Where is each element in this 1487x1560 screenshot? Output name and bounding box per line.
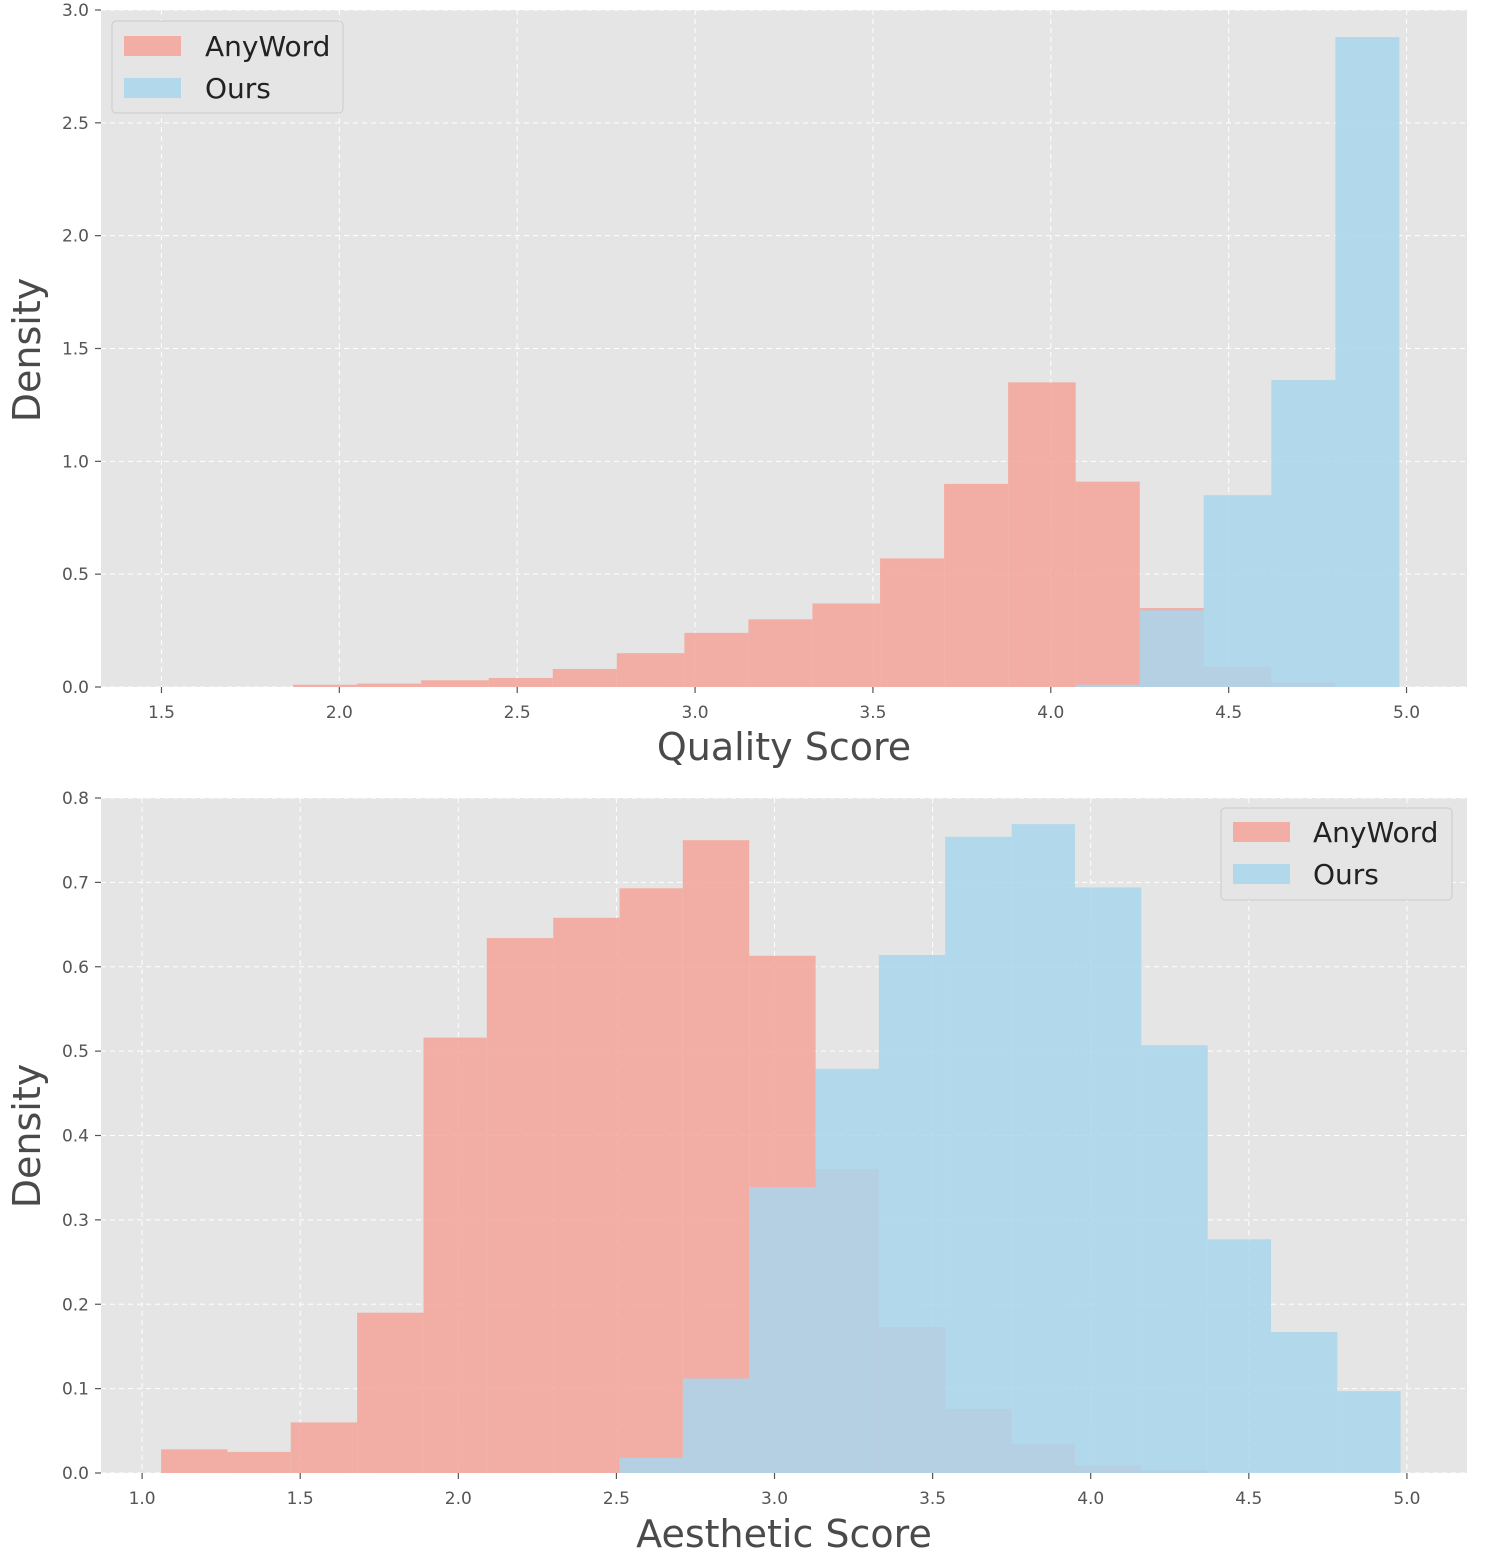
x-tick-label: 4.0 bbox=[1077, 1489, 1104, 1509]
aesthetic-score-chart: 1.0 1.5 2.0 2.5 3.0 3.5 4.0 4.5 5.0 0.0 0.1 0.2 0.3… bbox=[5, 789, 1467, 1556]
bars bbox=[293, 37, 1400, 687]
legend: AnyWord Ours bbox=[1220, 807, 1453, 901]
x-tick-label: 4.5 bbox=[1235, 1489, 1262, 1509]
y-tick-label: 0.6 bbox=[62, 958, 89, 978]
x-axis-label: Aesthetic Score bbox=[636, 1512, 932, 1556]
bar-ours bbox=[878, 954, 946, 1473]
bar-ours bbox=[1207, 1239, 1271, 1473]
x-tick-label: 5.0 bbox=[1393, 1489, 1420, 1509]
x-tick-label: 4.0 bbox=[1037, 703, 1064, 723]
bar-anyword bbox=[227, 1451, 291, 1473]
bar-anyword bbox=[553, 917, 620, 1473]
x-ticks: 1.5 2.0 2.5 3.0 3.5 4.0 4.5 5.0 bbox=[148, 687, 1420, 723]
legend-label-anyword: AnyWord bbox=[205, 30, 330, 63]
bar-anyword bbox=[1075, 481, 1140, 687]
bar-anyword bbox=[488, 677, 553, 687]
bar-anyword bbox=[880, 558, 945, 687]
bar-ours bbox=[619, 1457, 683, 1473]
bar-ours bbox=[1270, 1332, 1338, 1473]
bar-ours bbox=[1011, 824, 1075, 1473]
bar-anyword bbox=[423, 1037, 487, 1473]
legend: AnyWord Ours bbox=[111, 20, 344, 114]
bar-anyword bbox=[293, 684, 358, 687]
y-tick-label: 1.0 bbox=[62, 452, 89, 472]
x-tick-label: 1.5 bbox=[287, 1489, 314, 1509]
x-tick-label: 2.0 bbox=[326, 703, 353, 723]
y-tick-label: 0.5 bbox=[62, 565, 89, 585]
bar-ours bbox=[749, 1186, 816, 1473]
y-tick-label: 0.0 bbox=[62, 678, 89, 698]
x-tick-label: 2.5 bbox=[603, 1489, 630, 1509]
bar-anyword bbox=[944, 483, 1009, 687]
legend-swatch-ours bbox=[1233, 864, 1290, 884]
bar-anyword bbox=[684, 632, 749, 687]
bar-anyword bbox=[552, 668, 617, 687]
x-tick-label: 1.5 bbox=[148, 703, 175, 723]
bar-anyword bbox=[357, 1312, 424, 1473]
x-tick-label: 3.0 bbox=[682, 703, 709, 723]
x-tick-label: 4.5 bbox=[1215, 703, 1242, 723]
x-tick-label: 1.0 bbox=[129, 1489, 156, 1509]
x-tick-label: 3.0 bbox=[761, 1489, 788, 1509]
x-axis-label: Quality Score bbox=[657, 725, 911, 769]
y-tick-label: 3.0 bbox=[62, 1, 89, 21]
bar-anyword bbox=[357, 683, 422, 687]
bar-ours bbox=[1203, 495, 1272, 687]
bar-anyword bbox=[748, 619, 813, 687]
legend-label-ours: Ours bbox=[205, 72, 271, 105]
y-tick-label: 0.7 bbox=[62, 873, 89, 893]
x-tick-label: 2.5 bbox=[504, 703, 531, 723]
y-axis-label: Density bbox=[5, 278, 49, 422]
bar-anyword bbox=[1008, 382, 1076, 687]
y-ticks: 0.0 0.1 0.2 0.3 0.4 0.5 0.6 0.7 0.8 bbox=[62, 789, 101, 1484]
bar-anyword bbox=[812, 603, 881, 687]
bar-anyword bbox=[421, 680, 489, 687]
legend-swatch-anyword bbox=[124, 36, 181, 56]
y-tick-label: 0.0 bbox=[62, 1464, 89, 1484]
legend-label-anyword: AnyWord bbox=[1313, 816, 1438, 849]
legend-swatch-anyword bbox=[1233, 822, 1290, 842]
bar-ours bbox=[1074, 887, 1142, 1473]
bar-anyword bbox=[161, 1449, 228, 1473]
y-tick-label: 0.2 bbox=[62, 1295, 89, 1315]
y-tick-label: 0.8 bbox=[62, 789, 89, 809]
bar-ours bbox=[1075, 684, 1140, 687]
x-tick-label: 2.0 bbox=[445, 1489, 472, 1509]
bar-ours bbox=[945, 836, 1012, 1473]
x-tick-label: 3.5 bbox=[919, 1489, 946, 1509]
bars bbox=[161, 824, 1401, 1473]
legend-label-ours: Ours bbox=[1313, 858, 1379, 891]
bar-ours bbox=[815, 1068, 879, 1473]
x-tick-label: 5.0 bbox=[1393, 703, 1420, 723]
y-tick-label: 2.0 bbox=[62, 227, 89, 247]
y-tick-label: 0.3 bbox=[62, 1211, 89, 1231]
bar-anyword bbox=[682, 840, 750, 1473]
y-tick-label: 0.5 bbox=[62, 1042, 89, 1062]
bar-ours bbox=[682, 1378, 750, 1473]
y-tick-label: 0.1 bbox=[62, 1380, 89, 1400]
y-tick-label: 0.4 bbox=[62, 1127, 89, 1147]
y-axis-label: Density bbox=[5, 1064, 49, 1208]
bar-ours bbox=[1335, 37, 1400, 687]
bar-ours bbox=[1141, 1045, 1208, 1473]
bar-anyword bbox=[486, 938, 554, 1473]
y-tick-label: 2.5 bbox=[62, 114, 89, 134]
y-ticks: 0.0 0.5 1.0 1.5 2.0 2.5 3.0 bbox=[62, 1, 101, 698]
legend-swatch-ours bbox=[124, 78, 181, 98]
bar-anyword bbox=[619, 888, 683, 1473]
x-ticks: 1.0 1.5 2.0 2.5 3.0 3.5 4.0 4.5 5.0 bbox=[129, 1473, 1420, 1509]
bar-ours bbox=[1271, 380, 1336, 687]
bar-anyword bbox=[290, 1422, 358, 1473]
bar-anyword bbox=[616, 653, 685, 687]
x-tick-label: 3.5 bbox=[859, 703, 886, 723]
y-tick-label: 1.5 bbox=[62, 340, 89, 360]
bar-ours bbox=[1139, 610, 1204, 687]
bar-ours bbox=[1337, 1391, 1401, 1473]
quality-score-chart: 1.5 2.0 2.5 3.0 3.5 4.0 4.5 5.0 0.0 0.5 1.0 1.5 2.0… bbox=[5, 1, 1467, 769]
